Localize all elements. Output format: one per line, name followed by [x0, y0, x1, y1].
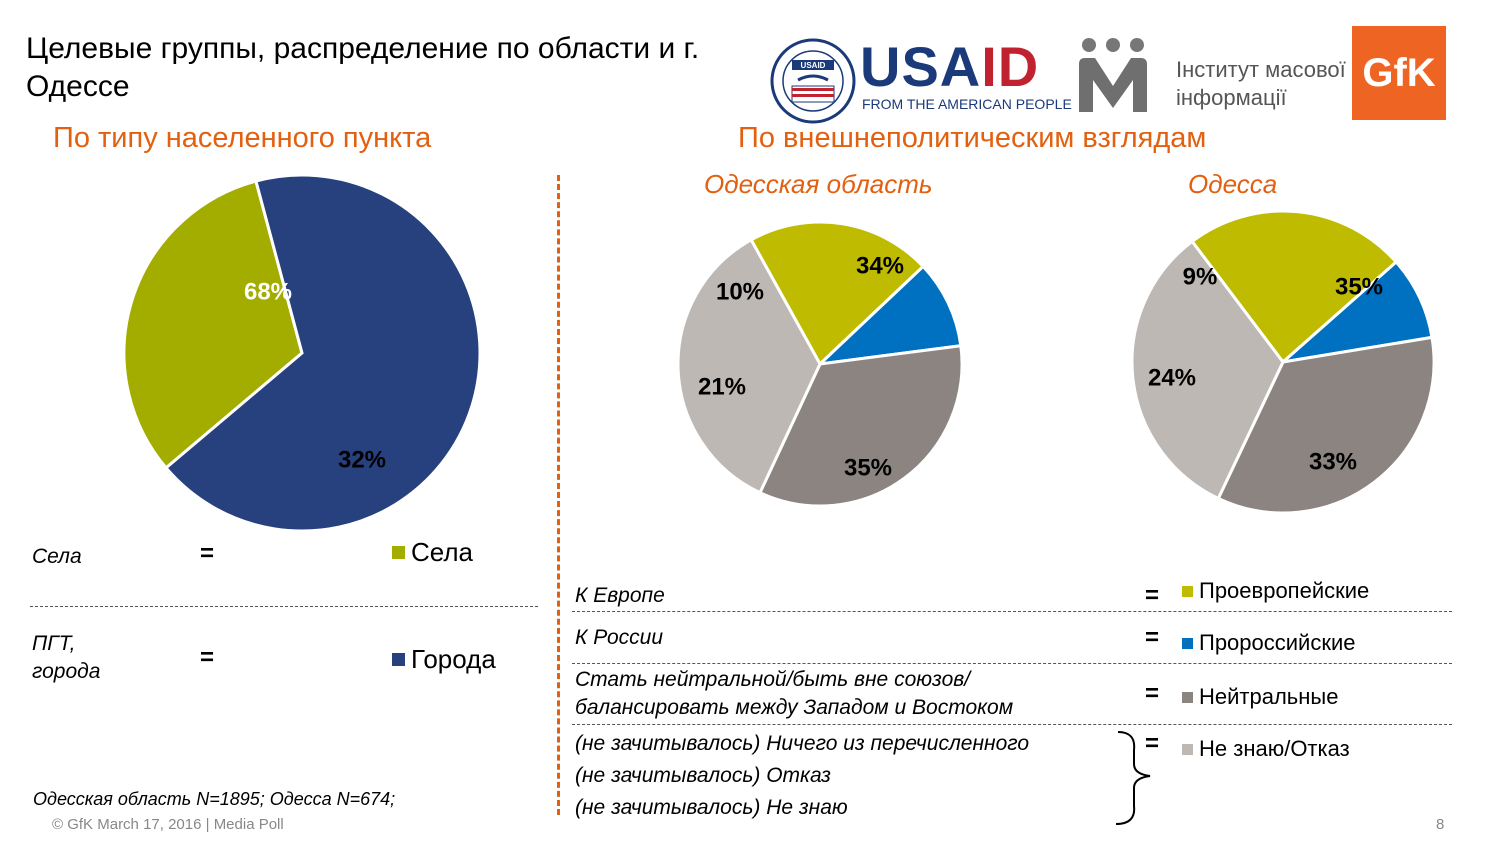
- definition-dontknow-line1: (не зачитывалось) Ничего из перечисленно…: [575, 732, 1030, 755]
- definition-europe: К Европе: [575, 584, 665, 607]
- legend-swatch: [392, 653, 405, 666]
- row-separator: [572, 611, 1452, 612]
- pie-label-dontknow: 35%: [844, 454, 892, 481]
- imi-text-line1: Інститут масової: [1176, 57, 1346, 82]
- equals-sign: =: [1145, 624, 1160, 651]
- definition-neutral-line1: Стать нейтральной/быть вне союзов/: [575, 668, 971, 691]
- definition-pgt-line1: ПГТ,: [32, 632, 76, 655]
- pie-slice-dontknow: [676, 237, 822, 495]
- pie-slice-proeuropean: [749, 220, 926, 367]
- section-divider: [557, 175, 560, 815]
- legend-label: Не знаю/Отказ: [1199, 736, 1350, 761]
- definition-sela: Села: [32, 545, 82, 568]
- pie-slice-prorussian: [815, 264, 963, 367]
- imi-logo: [1079, 38, 1147, 112]
- pie-label-sela: 32%: [338, 446, 386, 473]
- legend-swatch: [1182, 743, 1193, 755]
- definition-pgt-line2: города: [32, 660, 101, 683]
- legend-item-neutral: Нейтральные: [1182, 684, 1338, 710]
- equals-sign: =: [1145, 730, 1160, 757]
- definition-dontknow-line3: (не зачитывалось) Не знаю: [575, 796, 848, 819]
- legend-item-prorussian: Пророссийские: [1182, 630, 1355, 656]
- usaid-seal-text: USAID: [801, 61, 826, 70]
- legend-item-goroda: Города: [392, 644, 496, 675]
- oblast-chart-title: Одесская область: [704, 169, 933, 199]
- usaid-subtitle: FROM THE AMERICAN PEOPLE: [862, 96, 1072, 112]
- legend-swatch: [1182, 585, 1193, 597]
- legend-swatch: [1182, 691, 1193, 703]
- definition-neutral-line2: балансировать между Западом и Востоком: [575, 696, 1014, 719]
- sample-size-note: Одесская область N=1895; Одесса N=674;: [33, 789, 396, 809]
- gfk-logo: GfK: [1352, 26, 1446, 120]
- definition-russia: К России: [575, 626, 664, 649]
- page-title: Целевые группы, распределение по области…: [26, 32, 700, 103]
- legend-item-proeuropean: Проевропейские: [1182, 578, 1369, 604]
- pie-label-neutral: 35%: [1335, 273, 1383, 300]
- pie-slice-dontknow: [1130, 239, 1285, 501]
- usaid-word-red: ID: [981, 35, 1040, 98]
- pie-slice-proeuropean: [1190, 209, 1399, 365]
- equals-sign: =: [1145, 680, 1160, 707]
- row-separator: [572, 663, 1452, 664]
- legend-swatch: [1182, 637, 1193, 649]
- usaid-seal-logo: USAID: [770, 38, 856, 124]
- definition-dontknow-line2: (не зачитывалось) Отказ: [575, 764, 831, 787]
- pie-label-goroda: 68%: [244, 278, 292, 305]
- left-section-title: По типу населенного пункта: [53, 122, 432, 154]
- pie-label-prorussian: 10%: [716, 278, 764, 305]
- usaid-wordmark: USAID: [860, 34, 1039, 99]
- row-separator: [572, 724, 1452, 725]
- imi-text-line2: інформації: [1176, 85, 1287, 110]
- pie-slice-sela: [122, 179, 304, 471]
- imi-text: Інститут масової інформації: [1176, 56, 1346, 112]
- equals-sign: =: [200, 540, 215, 567]
- footer-copyright: © GfK March 17, 2016 | Media Poll: [52, 816, 284, 833]
- legend-label: Нейтральные: [1199, 684, 1339, 709]
- legend-label: Пророссийские: [1199, 630, 1356, 655]
- definition-pgt: ПГТ, города: [32, 630, 100, 686]
- pie-slice-goroda: [163, 173, 482, 533]
- definition-neutral: Стать нейтральной/быть вне союзов/ балан…: [575, 666, 1013, 722]
- pie-slice-neutral: [1216, 335, 1436, 515]
- pie-slice-prorussian: [1278, 259, 1434, 365]
- pie-label-proeuropean: 21%: [698, 373, 746, 400]
- pie-label-neutral: 34%: [856, 252, 904, 279]
- row-separator: [30, 606, 538, 607]
- logo-bar: USAID USAID FROM THE AMERICAN PEOPLE Інс…: [770, 26, 1450, 124]
- pie-label-proeuropean: 24%: [1148, 364, 1196, 391]
- equals-sign: =: [200, 644, 215, 671]
- equals-sign: =: [1145, 582, 1160, 609]
- legend-swatch: [392, 546, 405, 559]
- pie-label-dontknow: 33%: [1309, 448, 1357, 475]
- curly-brace-icon: [1115, 731, 1151, 825]
- legend-item-sela: Села: [392, 537, 473, 568]
- definition-dontknow: (не зачитывалось) Ничего из перечисленно…: [575, 728, 1029, 824]
- pie-label-prorussian: 9%: [1183, 263, 1218, 290]
- right-section-title: По внешнеполитическим взглядам: [738, 122, 1207, 154]
- legend-label: Города: [411, 644, 496, 674]
- legend-item-dontknow: Не знаю/Отказ: [1182, 736, 1350, 762]
- legend-label: Села: [411, 537, 474, 567]
- usaid-word-blue: USA: [860, 35, 982, 98]
- legend-label: Проевропейские: [1199, 578, 1370, 603]
- odessa-chart-title: Одесса: [1188, 169, 1278, 199]
- page-number: 8: [1436, 816, 1445, 833]
